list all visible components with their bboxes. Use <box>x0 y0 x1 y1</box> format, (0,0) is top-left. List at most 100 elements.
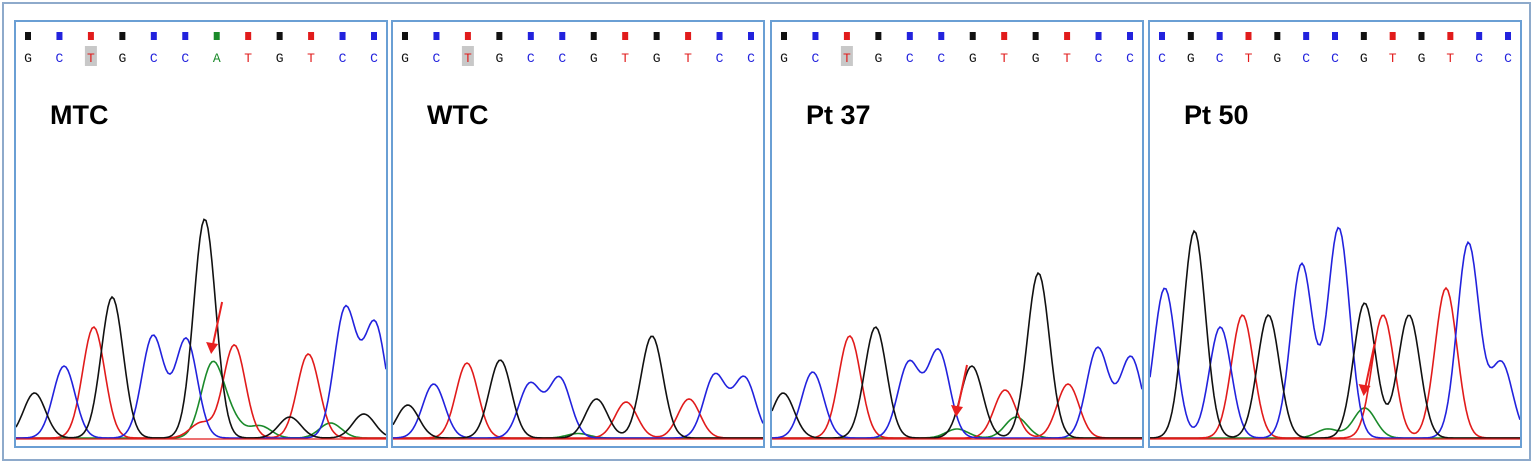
quality-marker <box>182 32 189 40</box>
base-call: C <box>716 51 724 66</box>
base-call: T <box>1000 51 1008 66</box>
quality-marker <box>87 32 94 40</box>
base-call: C <box>527 51 535 66</box>
base-call: T <box>684 51 692 66</box>
quality-marker <box>1064 32 1071 40</box>
trace-C <box>1150 226 1520 439</box>
panel-pt37: G C T G C C G T G T C C Pt 37 <box>770 20 1144 448</box>
panel-wtc: G C T G C C G T G T C C WTC <box>391 20 765 448</box>
quality-marker <box>1032 32 1039 40</box>
base-call: G <box>276 51 284 66</box>
panel-label-pt50: Pt 50 <box>1184 100 1249 130</box>
trace-C <box>16 304 386 439</box>
quality-marker <box>1476 32 1483 40</box>
base-call: G <box>780 51 788 66</box>
quality-marker <box>969 32 976 40</box>
base-call: G <box>495 51 503 66</box>
quality-marker <box>371 32 377 40</box>
quality-marker <box>402 32 408 40</box>
trace-G <box>1150 229 1520 439</box>
quality-marker <box>685 32 692 40</box>
highlight-box <box>461 46 474 66</box>
base-call: C <box>558 51 566 66</box>
quality-marker <box>938 32 945 40</box>
base-call: G <box>1273 51 1281 66</box>
arrow-icon <box>951 405 963 417</box>
base-call: T <box>843 51 851 66</box>
base-call: T <box>307 51 315 66</box>
trace-G <box>393 335 763 439</box>
quality-marker <box>906 32 913 40</box>
quality-marker <box>1389 32 1396 40</box>
base-call: T <box>464 51 472 66</box>
quality-marker <box>527 32 534 40</box>
highlight-box <box>84 46 97 66</box>
quality-marker <box>1274 32 1281 40</box>
quality-marker <box>213 32 220 40</box>
quality-marker <box>1245 32 1252 40</box>
quality-marker <box>1418 32 1425 40</box>
base-call: G <box>969 51 977 66</box>
trace-T <box>16 325 386 439</box>
base-call: C <box>1126 51 1134 66</box>
base-call: T <box>1063 51 1071 66</box>
base-call: G <box>1187 51 1195 66</box>
base-call: C <box>1302 51 1310 66</box>
quality-marker <box>496 32 503 40</box>
base-call: C <box>812 51 820 66</box>
quality-marker <box>653 32 660 40</box>
quality-marker <box>1332 32 1338 40</box>
quality-marker <box>622 32 629 40</box>
quality-marker <box>559 32 566 40</box>
base-call: T <box>244 51 252 66</box>
quality-marker <box>1360 32 1367 40</box>
panel-pt50: C G C T G C C G T G T C C Pt 50 <box>1148 20 1522 448</box>
base-call: C <box>339 51 347 66</box>
panel-label-mtc: MTC <box>50 100 109 130</box>
quality-marker <box>843 32 850 40</box>
quality-marker <box>1159 32 1165 40</box>
quality-marker <box>339 32 346 40</box>
base-call: G <box>590 51 598 66</box>
quality-marker <box>150 32 157 40</box>
base-call: C <box>56 51 64 66</box>
quality-marker <box>1187 32 1194 40</box>
quality-marker <box>25 32 31 40</box>
highlight-box <box>840 46 853 66</box>
quality-marker <box>1001 32 1008 40</box>
arrow-icon <box>206 342 219 354</box>
trace-T <box>1150 286 1520 439</box>
base-call: C <box>1095 51 1103 66</box>
base-call: A <box>213 51 221 66</box>
quality-marker <box>1303 32 1310 40</box>
quality-marker <box>1095 32 1102 40</box>
base-call: G <box>118 51 126 66</box>
base-call: T <box>1446 51 1454 66</box>
base-call: C <box>937 51 945 66</box>
trace-G <box>16 218 386 439</box>
quality-marker <box>748 32 754 40</box>
base-call: G <box>874 51 882 66</box>
base-call: G <box>24 51 32 66</box>
base-call: C <box>906 51 914 66</box>
quality-marker <box>590 32 597 40</box>
panel-label-wtc: WTC <box>427 100 489 130</box>
base-call: G <box>1032 51 1040 66</box>
base-call: C <box>433 51 441 66</box>
quality-marker <box>245 32 252 40</box>
trace-A <box>772 416 1142 439</box>
quality-marker <box>1216 32 1223 40</box>
base-call: G <box>1418 51 1426 66</box>
base-call: T <box>1389 51 1397 66</box>
arrow-icon <box>1358 384 1371 396</box>
trace-C <box>393 372 763 439</box>
base-call: C <box>747 51 755 66</box>
base-call: C <box>1216 51 1224 66</box>
base-call: G <box>653 51 661 66</box>
quality-marker <box>716 32 723 40</box>
